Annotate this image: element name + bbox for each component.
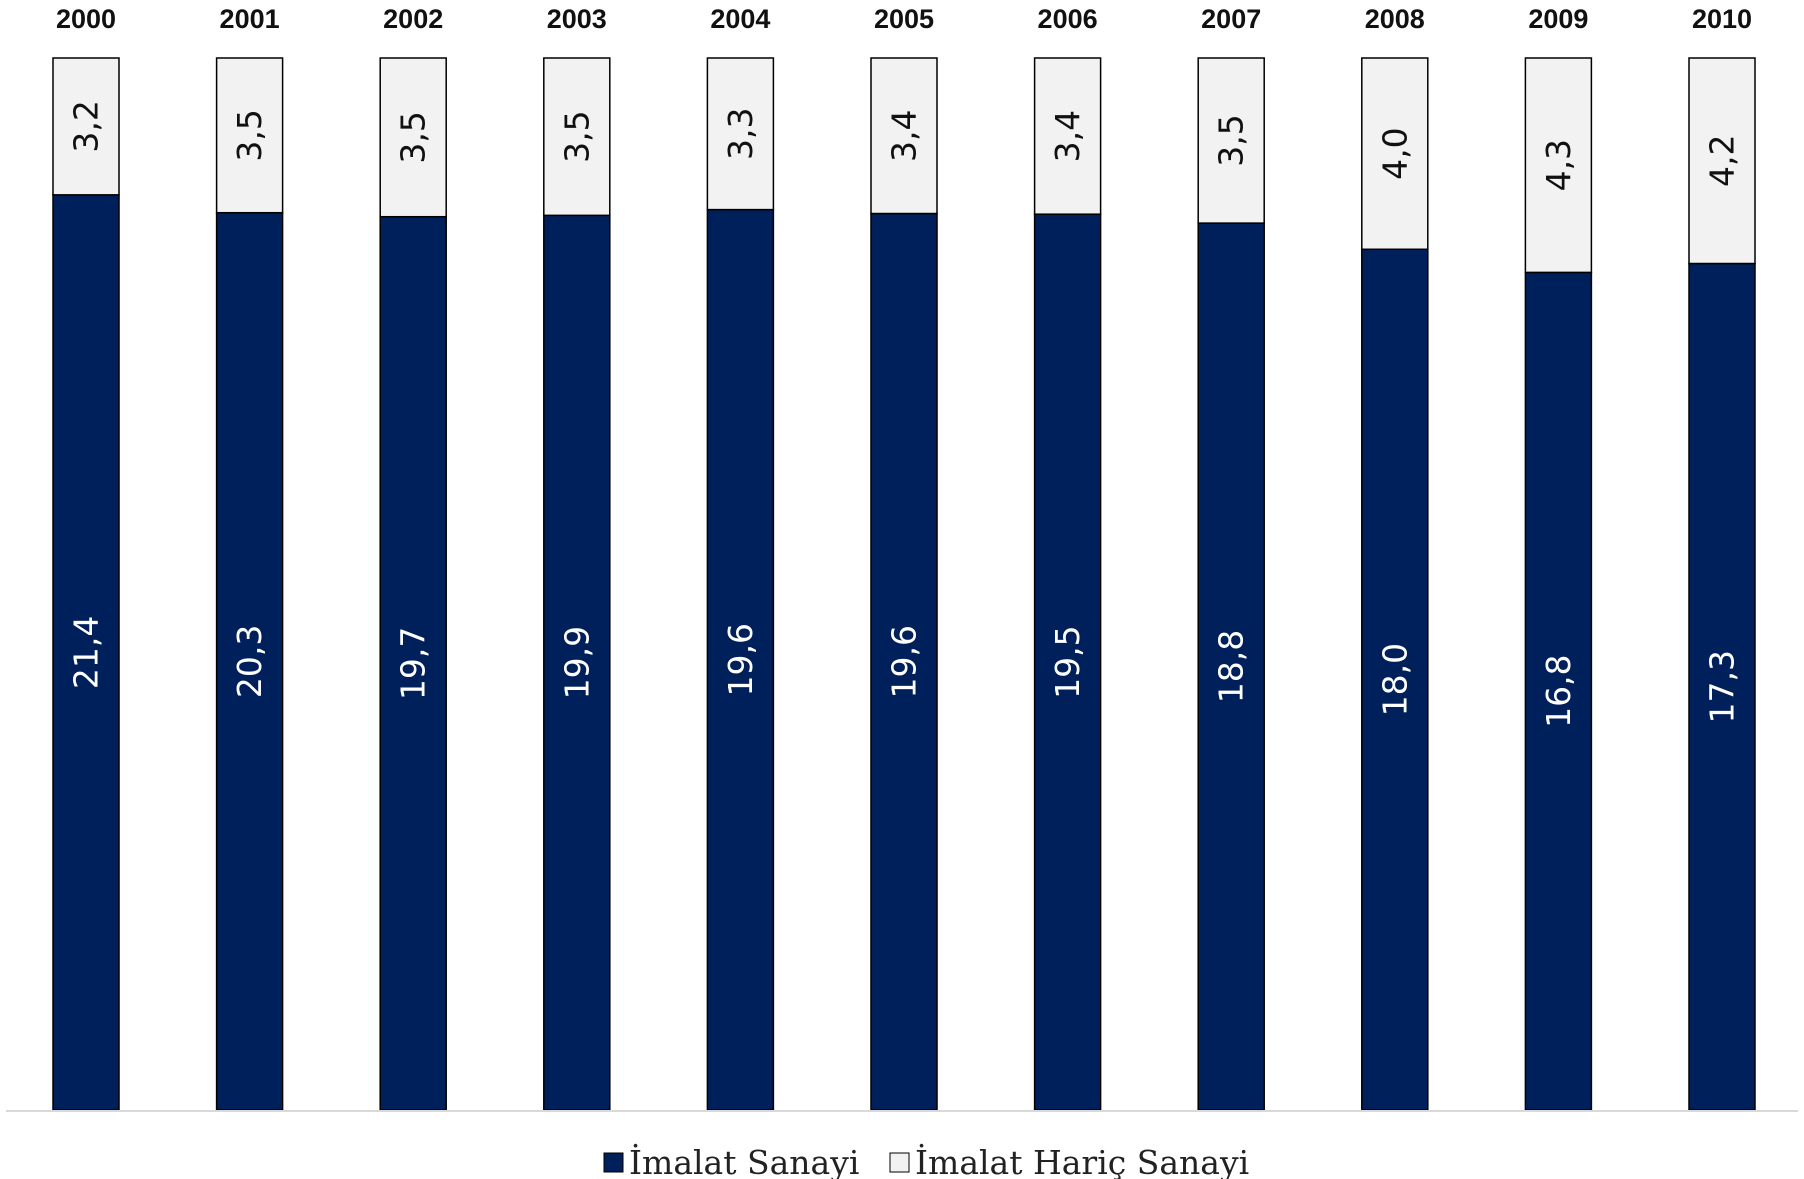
category-label-2005: 2005 xyxy=(874,4,934,34)
data-label-imalat-sanayi-2004: 19,6 xyxy=(721,623,760,696)
data-label-imalat-sanayi-2003: 19,9 xyxy=(557,626,596,699)
data-label-imalat-haric-sanayi-2006: 3,4 xyxy=(1048,110,1087,162)
data-label-imalat-haric-sanayi-2005: 3,4 xyxy=(885,110,924,162)
data-label-imalat-haric-sanayi-2000: 3,2 xyxy=(67,100,106,152)
bar-imalat-haric-sanayi-2000 xyxy=(52,57,120,196)
bar-imalat-haric-sanayi-2007 xyxy=(1197,57,1265,224)
data-label-imalat-sanayi-2005: 19,6 xyxy=(885,625,924,698)
bar-imalat-haric-sanayi-2006 xyxy=(1033,57,1102,215)
category-label-2010: 2010 xyxy=(1692,4,1752,34)
category-label-2006: 2006 xyxy=(1038,4,1098,34)
bar-imalat-haric-sanayi-2010 xyxy=(1688,57,1756,265)
bar-imalat-haric-sanayi-2003 xyxy=(543,57,611,217)
bar-imalat-haric-sanayi-2004 xyxy=(706,57,775,211)
bar-imalat-sanayi-2007 xyxy=(1197,222,1265,1111)
category-label-2007: 2007 xyxy=(1201,4,1261,34)
data-label-imalat-sanayi-2001: 20,3 xyxy=(230,625,269,698)
legend-label-imalat-sanayi: İmalat Sanayi xyxy=(629,1143,859,1179)
category-label-2000: 2000 xyxy=(56,4,116,34)
data-label-imalat-sanayi-2000: 21,4 xyxy=(67,616,106,689)
data-label-imalat-haric-sanayi-2009: 4,3 xyxy=(1539,139,1578,191)
data-label-imalat-haric-sanayi-2007: 3,5 xyxy=(1212,114,1251,166)
legend-label-imalat-haric-sanayi: İmalat Hariç Sanayi xyxy=(915,1143,1249,1179)
bar-imalat-sanayi-2006 xyxy=(1033,213,1102,1111)
legend: İmalat Sanayi İmalat Hariç Sanayi xyxy=(603,1143,1249,1179)
bar-imalat-sanayi-2010 xyxy=(1688,262,1756,1111)
data-label-imalat-sanayi-2009: 16,8 xyxy=(1539,654,1578,727)
data-label-imalat-sanayi-2007: 18,8 xyxy=(1212,630,1251,703)
bar-imalat-haric-sanayi-2009 xyxy=(1524,57,1593,274)
category-label-2008: 2008 xyxy=(1365,4,1425,34)
bar-imalat-sanayi-2005 xyxy=(870,212,938,1111)
category-label-2002: 2002 xyxy=(383,4,443,34)
data-label-imalat-haric-sanayi-2002: 3,5 xyxy=(394,111,433,163)
bar-imalat-haric-sanayi-2005 xyxy=(870,57,938,215)
bar-imalat-sanayi-2002 xyxy=(379,215,447,1111)
legend-swatch-imalat-haric-sanayi xyxy=(889,1152,910,1173)
bar-imalat-sanayi-2009 xyxy=(1524,271,1593,1111)
data-label-imalat-sanayi-2008: 18,0 xyxy=(1375,643,1414,716)
category-label-2004: 2004 xyxy=(710,4,770,34)
data-label-imalat-haric-sanayi-2004: 3,3 xyxy=(721,108,760,160)
data-label-imalat-haric-sanayi-2001: 3,5 xyxy=(230,109,269,161)
value-labels-group: 21,4 3,2 20,3 3,5 19,7 3,5 19,9 3,5 19,6 3,3 19,6 3… xyxy=(67,100,1742,728)
bars-group xyxy=(52,57,1756,1111)
category-axis-labels: 2000 2001 2002 2003 2004 2005 2006 2007 2008 2009… xyxy=(56,4,1752,34)
data-label-imalat-sanayi-2002: 19,7 xyxy=(394,627,433,700)
category-label-2001: 2001 xyxy=(220,4,280,34)
bar-imalat-sanayi-2000 xyxy=(52,194,120,1111)
category-label-2003: 2003 xyxy=(547,4,607,34)
data-label-imalat-haric-sanayi-2008: 4,0 xyxy=(1375,127,1414,179)
data-label-imalat-haric-sanayi-2010: 4,2 xyxy=(1703,135,1742,187)
data-label-imalat-haric-sanayi-2003: 3,5 xyxy=(557,110,596,162)
bar-imalat-haric-sanayi-2008 xyxy=(1361,57,1429,251)
data-label-imalat-sanayi-2010: 17,3 xyxy=(1703,650,1742,723)
bar-imalat-haric-sanayi-2001 xyxy=(215,57,284,214)
data-label-imalat-sanayi-2006: 19,5 xyxy=(1048,625,1087,698)
bar-imalat-sanayi-2008 xyxy=(1361,248,1429,1111)
bar-imalat-haric-sanayi-2002 xyxy=(379,57,447,218)
legend-swatch-imalat-sanayi xyxy=(603,1152,624,1173)
category-label-2009: 2009 xyxy=(1528,4,1588,34)
